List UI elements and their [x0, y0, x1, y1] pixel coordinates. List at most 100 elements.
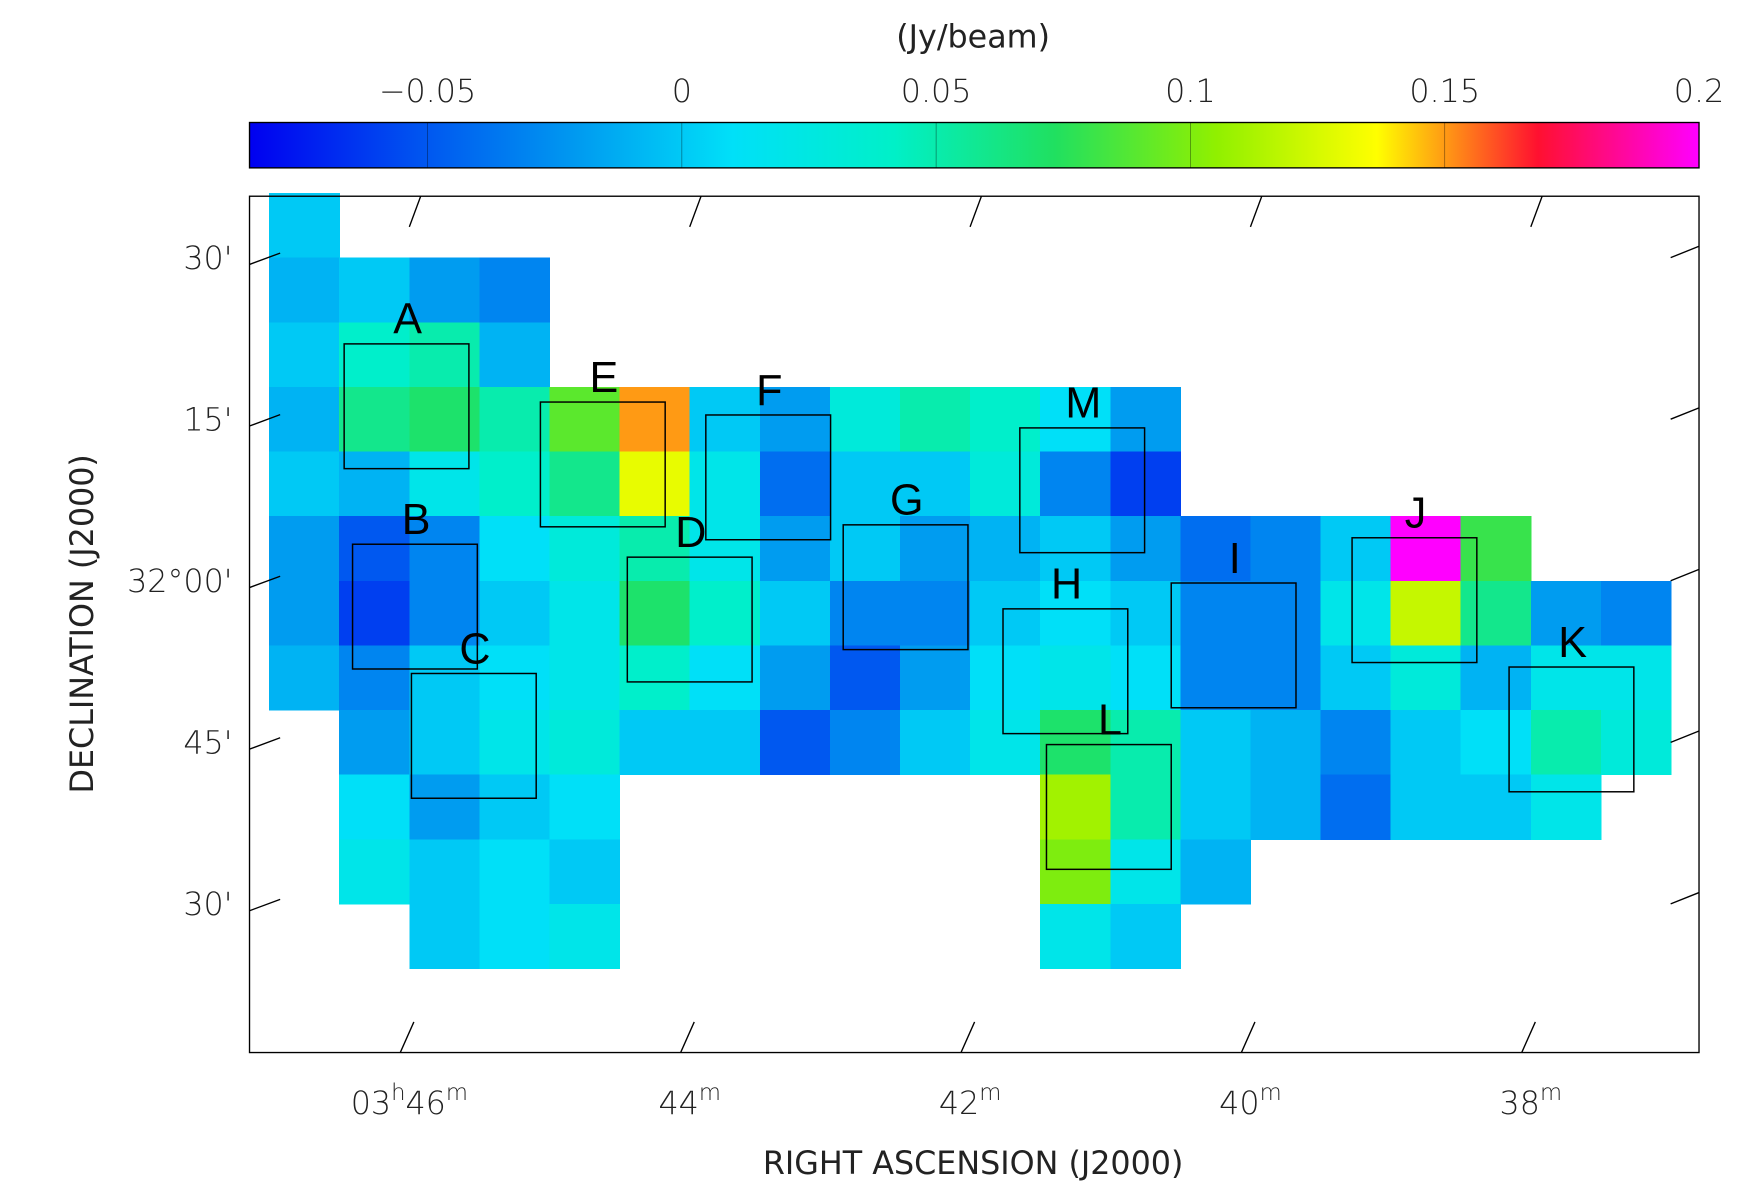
map-cell — [409, 257, 480, 323]
region-label: M — [1065, 380, 1101, 428]
map-cell — [269, 386, 340, 453]
x-tick — [1530, 195, 1543, 228]
map-cell — [479, 710, 551, 776]
map-cell — [1390, 580, 1462, 646]
map-cell — [829, 386, 901, 453]
map-cell — [759, 386, 831, 453]
region-label: L — [1098, 696, 1122, 744]
map-cell — [479, 580, 551, 646]
map-cell — [1110, 645, 1181, 711]
map-cell — [1390, 774, 1462, 840]
map-cell — [409, 710, 480, 776]
map-cell — [409, 645, 480, 711]
map-cell — [479, 322, 551, 388]
map-cell — [269, 451, 340, 517]
y-tick — [249, 252, 281, 266]
map-cell — [619, 645, 691, 711]
region-box — [842, 524, 969, 651]
map-cell — [479, 451, 551, 517]
map-cell — [1040, 710, 1111, 776]
x-tick — [960, 1021, 976, 1053]
map-cell — [479, 257, 551, 323]
x-tick — [1521, 1021, 1536, 1053]
colorbar-tick-label: 0.1 — [1165, 74, 1216, 110]
colorbar-tick-label: 0.2 — [1674, 74, 1725, 110]
map-cell — [689, 645, 761, 711]
map-cell — [1040, 516, 1111, 582]
map-cell — [759, 645, 831, 711]
region-label: K — [1558, 619, 1587, 667]
x-tick — [689, 195, 702, 228]
map-cell — [409, 516, 480, 582]
region-label: J — [1405, 490, 1427, 538]
region-box — [705, 414, 832, 541]
map-cell — [759, 580, 831, 646]
map-cell — [689, 451, 761, 517]
map-cell — [1180, 710, 1252, 776]
map-cell — [1600, 710, 1672, 776]
region-box — [410, 672, 537, 799]
map-cell — [1320, 710, 1392, 776]
y-tick — [1670, 245, 1700, 259]
y-tick — [1670, 407, 1700, 420]
x-tick — [969, 195, 983, 228]
map-cell — [1320, 645, 1392, 711]
map-cell — [899, 516, 971, 582]
region-box — [351, 543, 479, 670]
map-cell — [479, 774, 551, 840]
map-cell — [689, 386, 761, 453]
map-cell — [899, 386, 971, 453]
map-cell — [1460, 645, 1532, 711]
colorbar-tick-label: −0.05 — [379, 74, 476, 110]
region-label: A — [393, 296, 422, 344]
map-cell — [1600, 580, 1672, 646]
map-cell — [409, 839, 480, 905]
map-cell — [269, 645, 340, 711]
region-label: H — [1051, 561, 1082, 609]
map-cell — [689, 710, 761, 776]
map-cell — [1180, 839, 1252, 905]
region-label: E — [590, 354, 619, 402]
y-tick — [1670, 568, 1700, 582]
map-cell — [1110, 580, 1181, 646]
map-cell — [1390, 645, 1462, 711]
colorbar-tick-label: 0.05 — [901, 74, 972, 110]
map-cell — [1250, 516, 1322, 582]
map-cell — [1460, 710, 1532, 776]
map-cell — [829, 516, 901, 582]
map-cell — [689, 580, 761, 646]
map-cell — [1530, 645, 1602, 711]
region-box — [1508, 666, 1635, 793]
region-box — [539, 401, 666, 528]
map-cell — [970, 451, 1041, 517]
map-cell — [829, 451, 901, 517]
map-cell — [1250, 710, 1322, 776]
colorbar-tick-label: 0 — [672, 74, 692, 110]
map-cell — [899, 451, 971, 517]
map-cell — [619, 580, 691, 646]
map-cell — [1320, 516, 1392, 582]
map-cell — [1180, 645, 1252, 711]
map-cell — [339, 322, 410, 388]
map-cell — [829, 645, 901, 711]
map-cell — [970, 710, 1041, 776]
map-cell — [970, 516, 1041, 582]
x-tick — [1240, 1021, 1256, 1053]
map-cell — [829, 710, 901, 776]
map-cell — [899, 645, 971, 711]
map-cell — [269, 192, 340, 259]
colorbar-tick-label: 0.15 — [1409, 74, 1480, 110]
map-cell — [970, 580, 1041, 646]
map-cell — [409, 774, 480, 840]
y-tick — [249, 898, 281, 912]
y-tick — [249, 737, 281, 750]
map-cell — [269, 257, 340, 323]
y-tick — [1670, 891, 1700, 905]
x-tick-label: 44m — [658, 1080, 721, 1122]
map-cell — [339, 386, 410, 453]
map-cell — [339, 645, 410, 711]
y-tick-label: 45' — [183, 726, 232, 762]
map-cell — [1320, 774, 1392, 840]
map-cell — [339, 580, 410, 646]
